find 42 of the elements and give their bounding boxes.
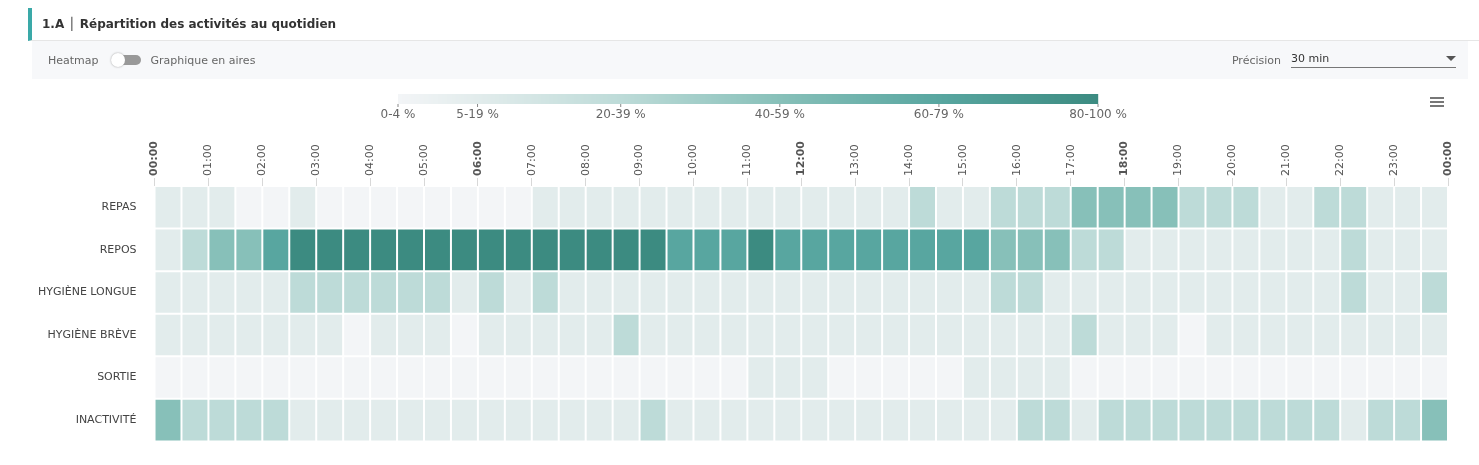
x-tick-label: 12:00	[794, 140, 808, 176]
y-tick-label: HYGIÈNE BRÈVE	[47, 327, 137, 341]
x-tick-label: 00:00	[1440, 140, 1454, 176]
text: Précision	[1231, 53, 1281, 67]
x-tick-label: 07:00	[524, 144, 538, 176]
y-tick-label: REPAS	[101, 200, 137, 214]
text: Graphique en aires	[150, 53, 256, 67]
color-bar-label: 60-79 %	[913, 107, 964, 122]
x-tick-label: 00:00	[147, 140, 161, 176]
x-tick-label: 22:00	[1333, 144, 1347, 176]
x-tick-label: 01:00	[201, 144, 215, 176]
color-bar-label: 40-59 %	[754, 107, 805, 122]
chart-title: 1.A │ Répartition des activités au quotidien	[42, 17, 337, 31]
x-tick-label: 09:00	[632, 144, 646, 176]
y-tick-label: HYGIÈNE LONGUE	[37, 285, 137, 299]
x-tick-label: 23:00	[1386, 144, 1400, 176]
x-tick-label: 21:00	[1279, 144, 1293, 176]
color-bar-label: 80-100 %	[1069, 107, 1127, 122]
text: Heatmap	[48, 53, 99, 67]
color-bar-label: 20-39 %	[595, 107, 646, 122]
x-tick-label: 05:00	[416, 144, 430, 176]
x-tick-label: 19:00	[1171, 144, 1185, 176]
x-tick-label: 15:00	[955, 144, 969, 176]
x-tick-label: 11:00	[740, 144, 754, 176]
text: 30 min	[1291, 52, 1330, 65]
x-tick-label: 13:00	[848, 144, 862, 176]
x-tick-label: 02:00	[255, 144, 269, 176]
color-bar-label: 0-4 %	[380, 107, 416, 122]
x-tick-label: 18:00	[1117, 140, 1131, 176]
x-tick-label: 06:00	[470, 140, 484, 176]
x-tick-label: 10:00	[686, 144, 700, 176]
x-tick-label: 04:00	[362, 144, 376, 176]
y-tick-label: INACTIVITÉ	[75, 412, 137, 426]
x-tick-label: 17:00	[1063, 144, 1077, 176]
x-tick-label: 14:00	[901, 144, 915, 176]
color-bar-label: 5-19 %	[456, 107, 499, 122]
x-tick-label: 03:00	[309, 144, 323, 176]
y-tick-label: REPOS	[99, 242, 137, 256]
x-tick-label: 16:00	[1009, 144, 1023, 176]
x-tick-label: 20:00	[1225, 144, 1239, 176]
y-tick-label: SORTIE	[97, 370, 137, 384]
x-tick-label: 08:00	[578, 144, 592, 176]
